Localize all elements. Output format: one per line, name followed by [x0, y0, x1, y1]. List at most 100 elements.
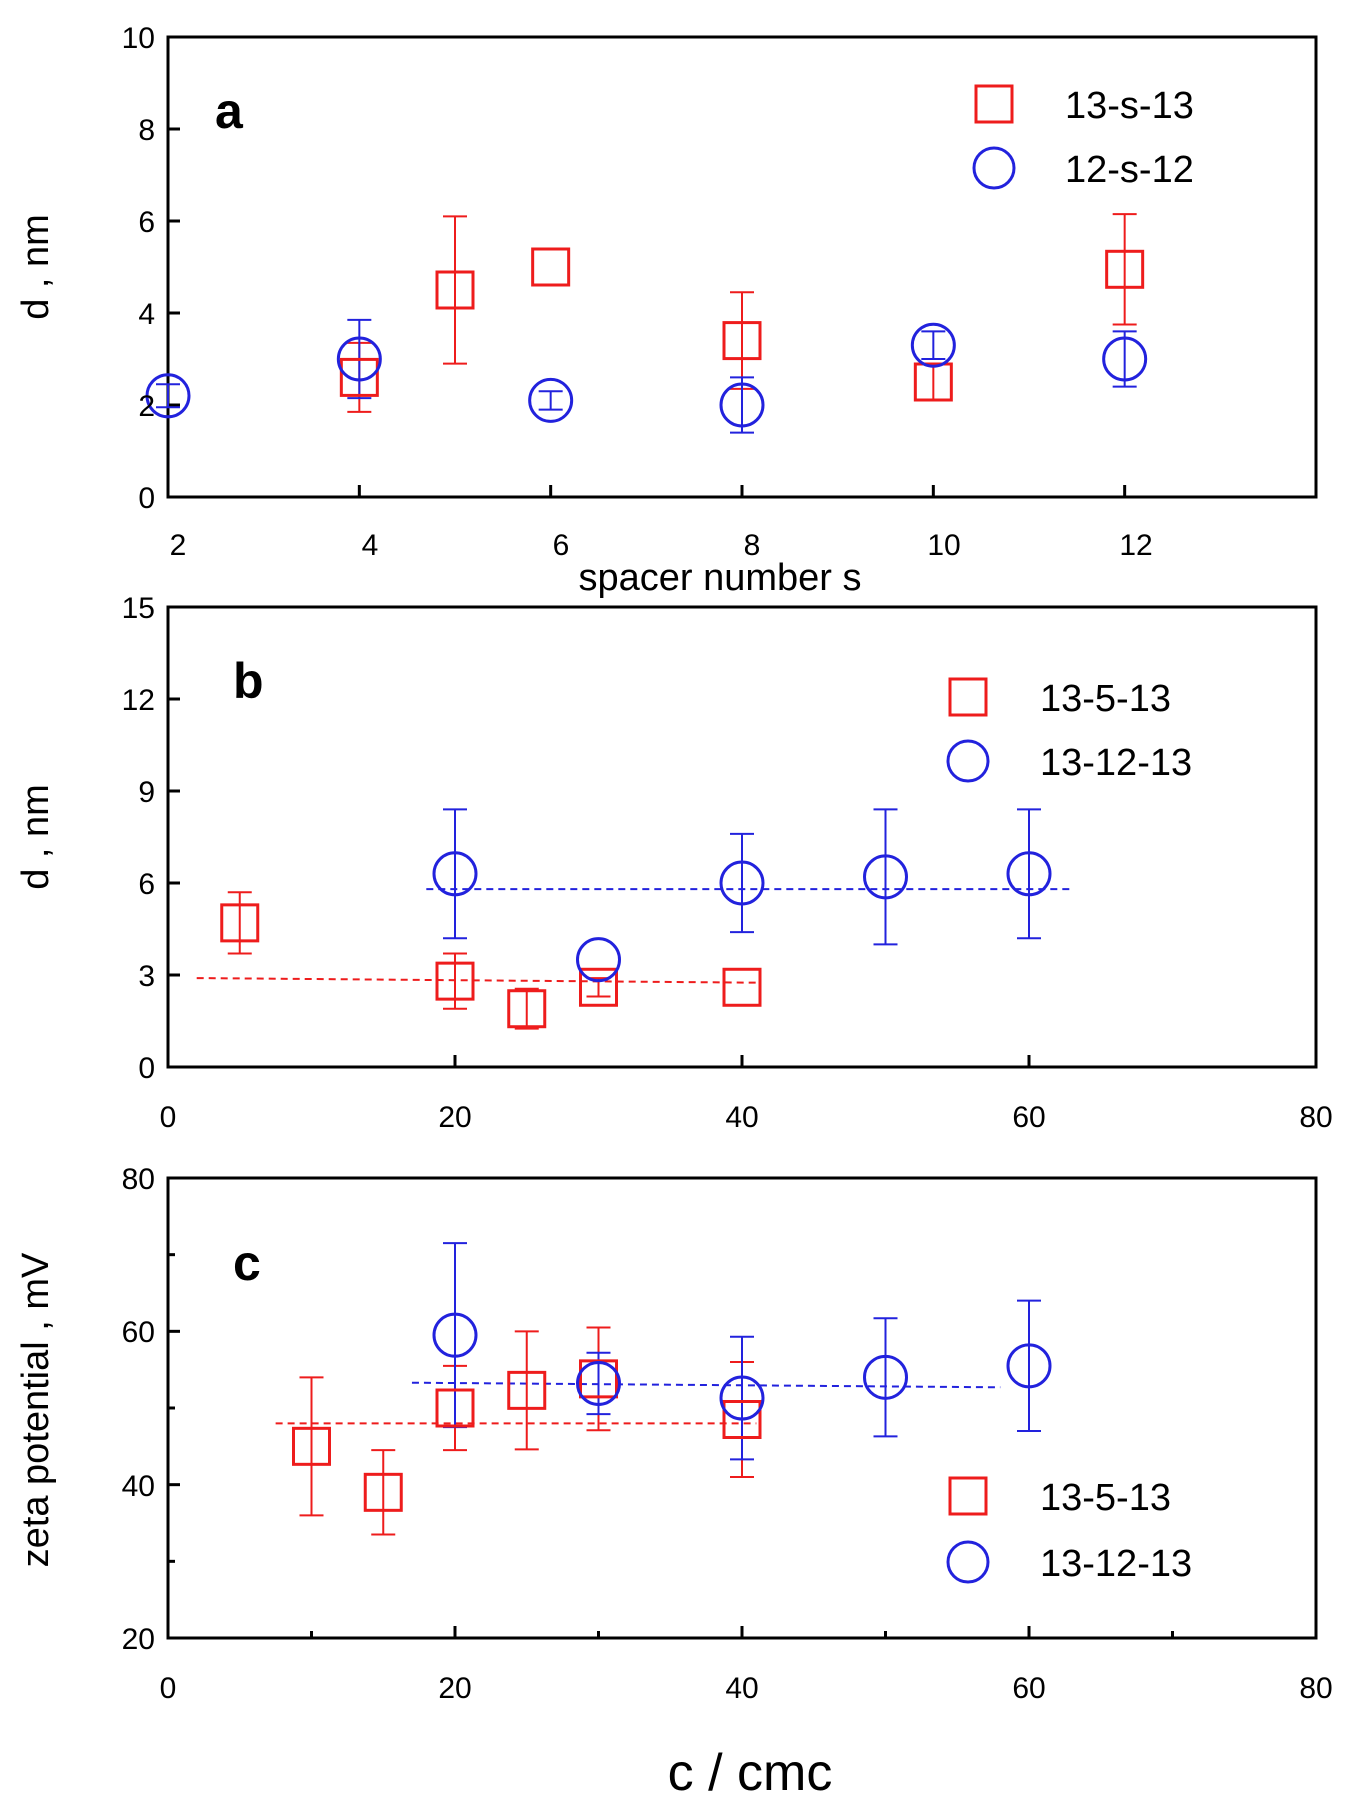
x-tick-label: 0: [160, 1101, 177, 1134]
y-tick-label: 8: [138, 114, 155, 147]
legend-label: 13-12-13: [1040, 1543, 1192, 1585]
x-tick-label: 40: [725, 1672, 758, 1705]
y-tick-label: 60: [122, 1316, 155, 1349]
legend-square-marker: [948, 677, 988, 717]
x-tick-label: 20: [438, 1672, 471, 1705]
x-tick-label: 20: [438, 1101, 471, 1134]
panel-c: c 0 20 40 60 80 20 40 60 80 zeta potenti…: [15, 1163, 1333, 1802]
data-point-square: [435, 1388, 475, 1428]
data-point-square: [220, 903, 260, 943]
x-axis-title: spacer number s: [578, 557, 861, 599]
x-tick-label: 80: [1299, 1672, 1332, 1705]
panel-letter: c: [233, 1235, 261, 1291]
legend-circle-marker: [946, 1540, 990, 1584]
error-bars: [299, 1242, 1041, 1536]
y-tick-label: 40: [122, 1470, 155, 1503]
panel-letter: b: [233, 653, 264, 709]
panel-letter: a: [215, 83, 244, 139]
data-point-square: [507, 1370, 547, 1410]
data-point-square: [579, 967, 618, 1007]
data-point-square: [339, 357, 379, 397]
data-markers: [145, 247, 1148, 428]
x-tick-label: 12: [1119, 529, 1152, 562]
data-point-square: [435, 961, 475, 1001]
y-tick-label: 9: [138, 776, 155, 809]
data-point-square: [722, 321, 762, 361]
data-point-square: [722, 967, 762, 1007]
legend-label: 13-s-13: [1065, 85, 1194, 127]
fit-lines: [196, 888, 1073, 984]
data-point-circle: [1006, 851, 1052, 897]
legend-square-marker: [974, 84, 1014, 124]
data-point-square: [913, 362, 953, 402]
data-point-circle: [719, 860, 765, 906]
y-tick-label: 6: [138, 868, 155, 901]
y-tick-label: 4: [138, 298, 155, 331]
y-tick-label: 20: [122, 1623, 155, 1656]
data-point-square: [722, 1400, 762, 1439]
legend-label: 13-5-13: [1040, 678, 1171, 720]
y-tick-label: 10: [122, 22, 155, 55]
x-axis-title: c / cmc: [668, 1744, 833, 1802]
data-point-circle: [910, 322, 956, 368]
y-axis-title: zeta potential , mV: [15, 1252, 57, 1567]
data-point-square: [579, 1359, 618, 1399]
data-point-circle: [863, 1354, 908, 1400]
x-tick-label: 2: [170, 529, 187, 562]
data-point-circle: [1006, 1343, 1052, 1389]
legend-square-marker: [948, 1476, 988, 1516]
data-point-circle: [719, 1375, 765, 1421]
data-point-square: [435, 270, 475, 310]
y-tick-label: 0: [138, 1052, 155, 1085]
data-point-square: [1105, 249, 1145, 289]
axis-ticks: [166, 605, 1318, 1069]
data-markers: [292, 1312, 1052, 1512]
x-tick-label: 10: [927, 529, 960, 562]
y-axis-title: d , nm: [15, 214, 57, 320]
fit-line: [196, 977, 757, 984]
y-tick-label: 6: [138, 206, 155, 239]
data-point-circle: [576, 1360, 621, 1406]
data-point-square: [363, 1472, 403, 1512]
y-tick-label: 80: [122, 1163, 155, 1196]
legend-label: 12-s-12: [1065, 149, 1194, 191]
legend-circle-marker: [972, 146, 1016, 190]
legend-label: 13-12-13: [1040, 742, 1192, 784]
panel-a: a 2 4 6 8 10 12 0 2 4 6 8 10 spacer numb…: [15, 22, 1318, 599]
data-markers: [220, 851, 1052, 1029]
data-point-circle: [1102, 336, 1148, 382]
data-point-circle: [576, 937, 621, 983]
data-point-circle: [432, 1312, 478, 1358]
axis-ticks: [166, 1176, 1318, 1640]
fit-line: [411, 1381, 1001, 1389]
y-tick-label: 15: [122, 592, 155, 625]
y-tick-label: 3: [138, 960, 155, 993]
axis-ticks: [166, 35, 1127, 499]
legend-label: 13-5-13: [1040, 1477, 1171, 1519]
legend-circle-marker: [946, 739, 990, 783]
data-point-circle: [336, 336, 382, 382]
panel-b: b 0 20 40 60 80 0 3 6 9 12 15 d , nm 13-…: [15, 592, 1333, 1134]
fit-lines: [275, 1381, 1001, 1425]
y-axis-title: d , nm: [15, 784, 57, 890]
data-point-square: [531, 247, 571, 287]
y-tick-label: 2: [138, 390, 155, 423]
data-point-circle: [432, 851, 478, 897]
error-bars: [156, 213, 1137, 434]
x-tick-label: 4: [362, 529, 379, 562]
x-tick-label: 0: [160, 1672, 177, 1705]
x-tick-label: 6: [553, 529, 570, 562]
data-point-circle: [863, 854, 908, 900]
error-bars: [227, 808, 1041, 1030]
data-point-circle: [528, 377, 574, 423]
y-tick-label: 0: [138, 482, 155, 515]
x-tick-label: 8: [744, 529, 761, 562]
y-tick-label: 12: [122, 684, 155, 717]
x-tick-label: 60: [1012, 1101, 1045, 1134]
x-tick-label: 40: [725, 1101, 758, 1134]
data-point-circle: [719, 382, 765, 428]
x-tick-label: 60: [1012, 1672, 1045, 1705]
data-point-circle: [145, 373, 191, 419]
x-tick-label: 80: [1299, 1101, 1332, 1134]
